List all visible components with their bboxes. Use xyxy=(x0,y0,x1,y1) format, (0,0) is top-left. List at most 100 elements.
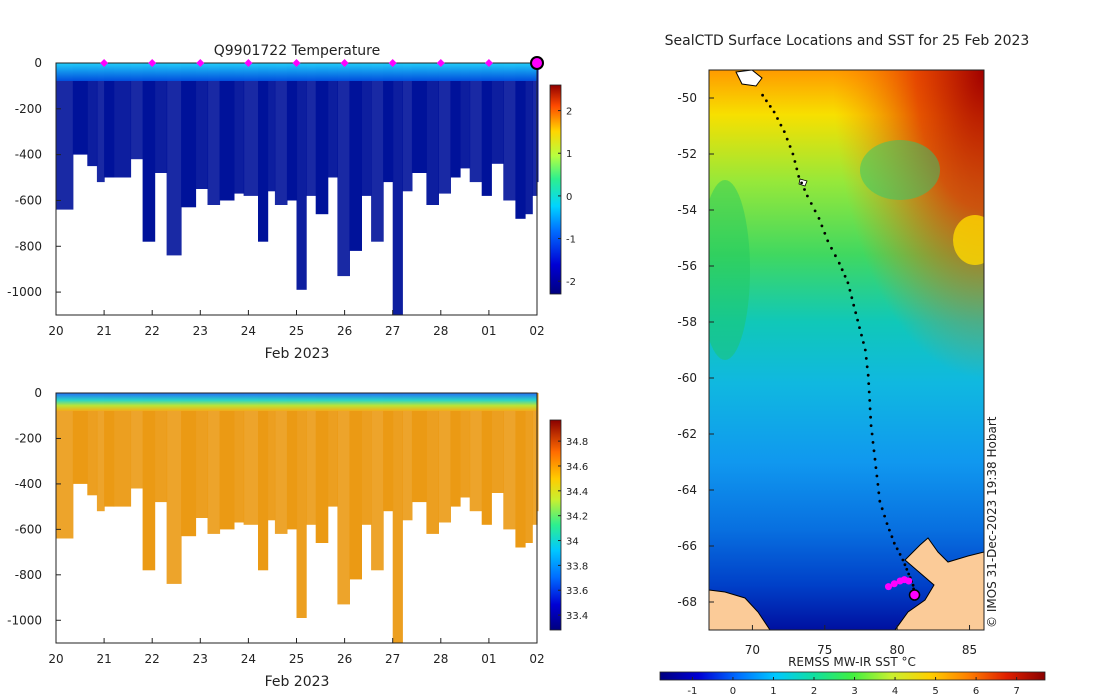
profile-column xyxy=(503,63,516,201)
profile-column xyxy=(104,63,115,178)
temperature-colorbar xyxy=(549,84,562,295)
x-tick-label: 24 xyxy=(241,652,256,666)
sst-colorbar-tick-label: 5 xyxy=(932,686,938,697)
colorbar-tick-label: -1 xyxy=(566,235,576,246)
profile-column xyxy=(503,393,516,530)
sst-colorbar-tick-label: 6 xyxy=(973,686,979,697)
profile-column xyxy=(450,393,461,507)
y-tick-label: 0 xyxy=(34,56,42,70)
profile-column xyxy=(142,63,156,242)
x-tick-label: 23 xyxy=(193,324,208,338)
profile-column xyxy=(113,393,132,507)
profile-column xyxy=(207,393,221,534)
lat-tick-label: -68 xyxy=(677,595,697,609)
temperature-title: Q9901722 Temperature xyxy=(214,43,381,59)
recent-position xyxy=(905,577,913,585)
track-point xyxy=(905,567,909,571)
profile-column xyxy=(87,63,98,167)
track-point xyxy=(785,137,789,141)
recent-position xyxy=(890,580,898,588)
lat-tick-label: -50 xyxy=(677,91,697,105)
sst-west-patch xyxy=(709,180,750,360)
colorbar-tick-label: 33.4 xyxy=(566,611,588,622)
lon-tick-label: 80 xyxy=(890,643,905,657)
profile-column xyxy=(219,63,235,201)
profile-column xyxy=(315,63,329,215)
track-point xyxy=(850,296,854,300)
profile-column xyxy=(438,63,451,194)
profile-column xyxy=(402,393,413,521)
profile-column xyxy=(195,393,209,518)
sst-colorbar-tick-label: -1 xyxy=(687,686,697,697)
profile-column xyxy=(515,63,526,219)
y-tick-label: -400 xyxy=(15,477,42,491)
sst-central-patch xyxy=(860,140,940,200)
profile-column xyxy=(142,393,156,571)
profile-column xyxy=(274,393,288,534)
credit-text: © IMOS 31-Dec-2023 19:38 Hobart xyxy=(985,416,999,628)
colorbar-tick-label: 34.4 xyxy=(566,487,588,498)
profile-column xyxy=(525,63,533,215)
track-point xyxy=(869,415,872,419)
track-point xyxy=(903,563,907,567)
sst-colorbar-label: REMSS MW-IR SST °C xyxy=(788,655,916,669)
colorbar-tick-label: 1 xyxy=(566,149,572,160)
track-point xyxy=(901,558,905,562)
lat-tick-label: -54 xyxy=(677,203,697,217)
profile-column xyxy=(349,393,362,580)
profile-column xyxy=(166,63,182,256)
profile-column xyxy=(130,393,144,489)
profile-column xyxy=(181,63,197,208)
profile-column xyxy=(166,393,182,584)
track-point xyxy=(911,583,915,587)
profile-column xyxy=(337,63,350,277)
track-point xyxy=(872,449,876,453)
lon-tick-label: 70 xyxy=(745,643,760,657)
track-point xyxy=(776,117,779,120)
track-point xyxy=(813,209,817,213)
track-point xyxy=(809,202,813,205)
x-tick-label: 22 xyxy=(145,324,160,338)
profile-column xyxy=(267,63,276,192)
track-point xyxy=(854,311,858,315)
salinity-profiles xyxy=(56,393,539,643)
profile-column xyxy=(426,393,439,534)
profile-column xyxy=(87,393,98,496)
lon-tick-label: 75 xyxy=(817,643,832,657)
profile-column xyxy=(361,393,372,525)
x-tick-label: 02 xyxy=(529,652,544,666)
lat-tick-label: -62 xyxy=(677,427,697,441)
land-heard-island xyxy=(798,178,808,187)
lat-tick-label: -60 xyxy=(677,371,697,385)
track-point xyxy=(846,281,850,285)
sst-colorbar xyxy=(659,671,1046,681)
track-point xyxy=(820,224,824,228)
profile-column xyxy=(243,393,259,525)
y-tick-label: -200 xyxy=(15,431,42,445)
track-point xyxy=(793,160,797,163)
sst-map-panel: SealCTD Surface Locations and SST for 25… xyxy=(659,33,1046,697)
profile-marker xyxy=(436,59,445,67)
colorbar-tick-label: 34.8 xyxy=(566,437,588,448)
track-point xyxy=(867,382,871,385)
track-point xyxy=(864,357,868,360)
profile-column xyxy=(438,393,451,523)
profile-column xyxy=(450,63,461,178)
profile-column xyxy=(96,63,105,183)
profile-marker xyxy=(388,59,397,67)
salinity-colorbar-ticks: 34.8 34.6 34.4 34.2 34 33.8 33.6 33.4 xyxy=(558,437,588,622)
profile-column xyxy=(402,63,413,192)
x-tick-label: 25 xyxy=(289,324,304,338)
profile-column xyxy=(327,63,338,178)
track-point xyxy=(885,522,889,525)
track-point xyxy=(795,167,799,171)
profile-column xyxy=(532,63,538,196)
profile-column xyxy=(296,393,307,618)
profile-column xyxy=(515,393,526,548)
profile-column xyxy=(96,393,105,512)
colorbar-tick-label: 33.6 xyxy=(566,586,588,597)
x-tick-label: 01 xyxy=(481,324,496,338)
surface-layer xyxy=(56,63,537,81)
track-point xyxy=(880,507,884,511)
track-point xyxy=(866,373,870,377)
